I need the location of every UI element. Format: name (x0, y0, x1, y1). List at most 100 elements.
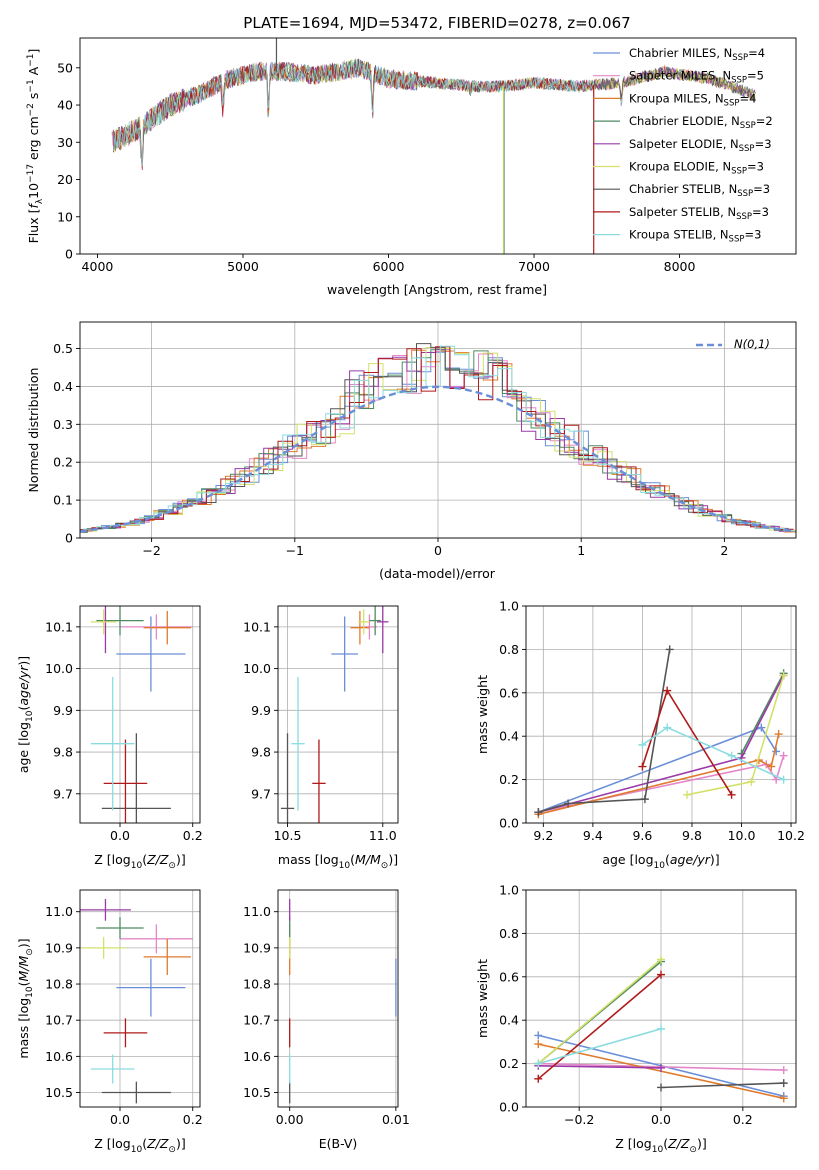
x-axis-label-mass_vs_Z-part: 10 (131, 1145, 143, 1155)
errorbar-chabrier_elodie (369, 606, 381, 636)
weight-marker (779, 1094, 788, 1103)
weight-marker (727, 790, 736, 799)
x-axis-label-age_vs_mass-part: ( (350, 852, 355, 867)
y-axis-label-weight_vs_age-part: mass weight (475, 675, 490, 754)
errorbar-kroupa_elodie (90, 609, 117, 635)
y-axis-label-spectrum-part: A (26, 66, 41, 79)
errorbar-salpeter_stelib (103, 1018, 148, 1048)
x-axis-label-age_vs_Z-part: Z [log (94, 852, 130, 867)
legend-sub: SSP (740, 121, 756, 131)
x-axis-label-age_vs_Z-part: Z/Z (146, 852, 169, 867)
weight-marker (747, 777, 756, 786)
errorbars-age_vs_Z (90, 606, 193, 823)
x-axis-label-residuals: (data-model)/error (379, 566, 496, 581)
data-age_vs_Z (90, 606, 193, 823)
y-tick-label: 9.9 (251, 703, 271, 718)
y-tick-label: 10.6 (243, 1049, 271, 1064)
weight-marker (779, 775, 788, 784)
y-tick-label: 40 (57, 98, 73, 113)
y-axis-label-age_vs_Z-part: 10 (25, 710, 35, 722)
frame-weight_vs_Z: −0.2 0.0 0.2 0.0 0.2 0.4 0.6 0.8 1.0 (499, 883, 797, 1127)
weight-marker (657, 1083, 665, 1092)
x-tick-label: 9.6 (632, 828, 652, 843)
legend-sub: SSP (724, 98, 740, 108)
x-tick-label: 0.0 (110, 1112, 130, 1127)
y-tick-label: 10.5 (45, 1085, 73, 1100)
x-tick-label: 10.2 (777, 828, 805, 843)
x-axis-label-weight_vs_Z: Z [log10(Z/Z⊙)] (615, 1136, 706, 1155)
data-spectrum (111, 38, 756, 254)
legend-label: Kroupa MILES, N (629, 91, 724, 105)
legend-label: Salpeter STELIB, N (629, 205, 736, 219)
x-axis-label-age_vs_Z-part: )] (176, 852, 186, 867)
y-axis-label-age_vs_Z: age [log10(age/yr)] (16, 656, 35, 773)
x-axis-label-spectrum: wavelength [Angstrom, rest frame] (327, 282, 547, 297)
y-tick-label: 0.4 (53, 379, 73, 394)
axes-mass_vs_ebv: 0.00 0.01 10.5 10.6 10.7 10.8 10.9 11.0 (243, 889, 410, 1127)
y-tick-label: 0.8 (499, 642, 519, 657)
data-residuals (79, 343, 797, 533)
weight-series-chabrier_stelib (534, 645, 674, 817)
y-axis-label-mass_vs_Z-part: ⊙ (25, 948, 35, 956)
y-tick-label: 10.7 (243, 1013, 271, 1028)
weight-marker (534, 1059, 543, 1068)
errorbars-age_vs_mass (280, 606, 389, 823)
weight-marker (638, 740, 647, 749)
x-tick-label: 0.2 (183, 828, 203, 843)
x-tick-label: 0.0 (110, 828, 130, 843)
y-tick-label: 0.4 (499, 1013, 519, 1028)
y-tick-label: 0.0 (499, 816, 519, 831)
y-axis-label-weight_vs_age: mass weight (475, 675, 490, 754)
x-axis-label-weight_vs_Z-part: ⊙ (689, 1145, 697, 1155)
x-axis-label-weight_vs_age-part: age [log (602, 852, 653, 867)
errorbar-kroupa_stelib (90, 676, 135, 811)
x-tick-label: 8000 (664, 259, 696, 274)
x-tick-label: 9.8 (682, 828, 702, 843)
axes-frame (79, 889, 201, 1108)
x-tick-label: 6000 (373, 259, 405, 274)
weight-marker (534, 1040, 543, 1049)
weight-marker (779, 671, 788, 680)
y-axis-label-mass_vs_Z-part: 10 (25, 986, 35, 998)
legend-rest: =5 (747, 69, 764, 83)
legend-sub: SSP (739, 144, 755, 154)
weight-marker (727, 751, 736, 760)
x-tick-label: 0 (434, 543, 442, 558)
weight-marker (657, 955, 665, 964)
y-axis-label-spectrum-part: f (26, 203, 41, 209)
weight-line (740, 672, 785, 754)
y-tick-label: 10.0 (45, 661, 73, 676)
legend-sub: SSP (731, 167, 747, 177)
weight-line (537, 958, 662, 1065)
figure-title: PLATE=1694, MJD=53472, FIBERID=0278, z=0… (243, 14, 630, 32)
y-tick-label: 50 (57, 60, 73, 75)
residual-hist-kroupa_stelib (82, 345, 796, 532)
axes-residuals: −2 −1 0 1 2 0 0.1 0.2 0.3 0.4 0.5 N(0,1) (53, 321, 797, 558)
weight-marker (657, 1024, 665, 1033)
x-axis-label-age_vs_mass-part: mass [log (278, 852, 339, 867)
legend-entry-salpeter_stelib: Salpeter STELIB, NSSP=3 (629, 205, 769, 222)
x-tick-label: 0.2 (733, 1112, 753, 1127)
y-axis-label-age_vs_Z-part: age/yr (16, 665, 31, 706)
errorbar-kroupa_elodie (358, 609, 370, 635)
x-tick-label: 9.2 (533, 828, 553, 843)
y-axis-label-spectrum-part: Flux [ (26, 209, 41, 244)
y-tick-label: 0.2 (53, 455, 73, 470)
y-tick-label: 9.8 (53, 745, 73, 760)
x-tick-label: −1 (286, 543, 304, 558)
weight-marker (663, 686, 672, 695)
errorbar-salpeter_miles (120, 614, 193, 640)
errorbars-mass_vs_ebv (289, 899, 397, 1104)
weight-line (538, 733, 780, 816)
y-tick-label: 10.1 (243, 619, 271, 634)
weight-marker (657, 1063, 665, 1072)
weight-marker (640, 795, 649, 804)
weight-marker (657, 970, 665, 979)
weight-marker (779, 1066, 788, 1075)
x-tick-label: 10.5 (274, 828, 302, 843)
x-axis-label-weight_vs_Z-part: Z/Z (667, 1136, 690, 1151)
y-axis-label-spectrum: Flux [fλ10−17 erg cm−2 s−1 A−1] (26, 49, 45, 244)
y-axis-label-age_vs_Z-part: )] (16, 656, 31, 666)
frame-age_vs_Z: 0.0 0.2 9.7 9.8 9.9 10.0 10.1 (45, 605, 203, 843)
